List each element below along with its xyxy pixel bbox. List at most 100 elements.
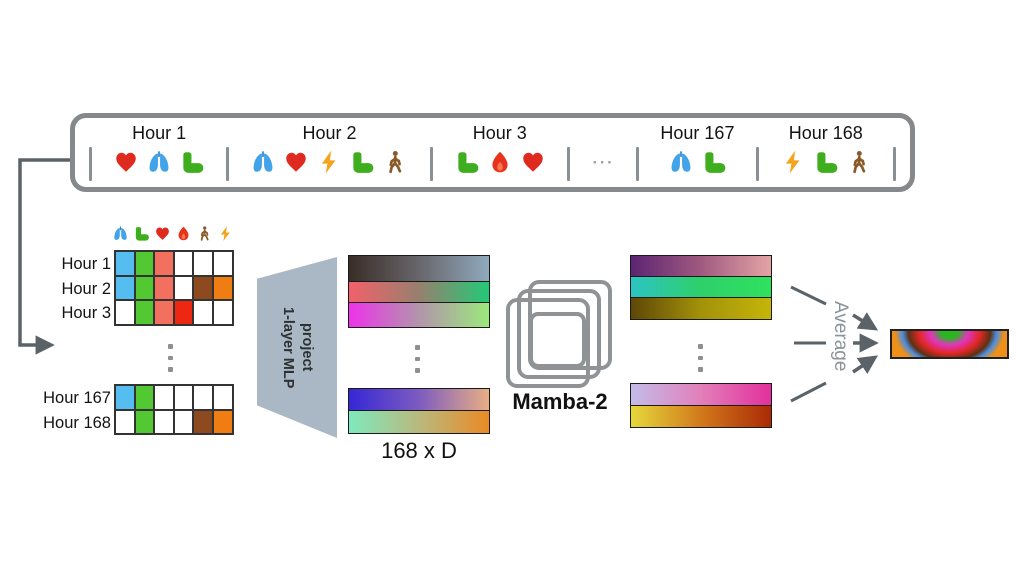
ellipsis-dot bbox=[415, 345, 420, 350]
grid-row-label: Hour 1 bbox=[61, 255, 111, 273]
foot-icon bbox=[817, 152, 838, 173]
heart-icon bbox=[286, 152, 307, 172]
grid-cell-green bbox=[135, 386, 154, 409]
feature-grid-top: Hour 1 Hour 2 Hour 3 bbox=[27, 250, 234, 326]
timeline-hour-label: Hour 168 bbox=[788, 123, 863, 143]
heart-icon bbox=[156, 227, 169, 240]
mamba-output-top-bar-3 bbox=[630, 297, 772, 320]
grid-cell-white bbox=[174, 252, 193, 275]
grid-row-labels: Hour 1 Hour 2 Hour 3 bbox=[27, 250, 114, 326]
timeline-separator bbox=[566, 147, 570, 181]
timeline-group-ellipsis: ⋯ bbox=[591, 122, 615, 185]
mamba-output-ellipsis bbox=[698, 344, 703, 372]
grid-row-label: Hour 168 bbox=[43, 413, 111, 432]
ellipsis-dot bbox=[698, 344, 703, 349]
mamba-output-top-bar-2 bbox=[630, 276, 772, 298]
timeline-icon-row bbox=[780, 145, 872, 179]
projection-top-bar-3 bbox=[348, 302, 490, 328]
lungs-icon bbox=[114, 226, 127, 240]
grid-cell-green bbox=[135, 252, 154, 275]
grid-cell-white bbox=[194, 252, 212, 275]
grid-cell-green bbox=[135, 301, 154, 324]
lungs-icon bbox=[671, 151, 691, 172]
foot-icon bbox=[458, 152, 479, 173]
timeline-separator bbox=[226, 147, 230, 181]
lightning-icon bbox=[220, 226, 230, 241]
lightning-icon bbox=[322, 150, 336, 174]
grid-cell-white bbox=[116, 410, 134, 434]
walker-icon bbox=[853, 151, 866, 174]
grid-cell-white bbox=[155, 410, 173, 434]
grid-cell-red bbox=[174, 301, 193, 324]
grid-cell-white bbox=[174, 386, 193, 409]
grid-cell-orange bbox=[213, 410, 232, 434]
timeline-icon-row bbox=[454, 145, 546, 179]
grid-cell-orange bbox=[213, 276, 232, 300]
mlp-label: 1-layer MLP project bbox=[278, 307, 316, 388]
timeline-icon-row bbox=[250, 145, 408, 179]
average-input-line-1 bbox=[790, 285, 827, 306]
mlp-label-line2: project bbox=[298, 323, 315, 372]
mlp-trapezoid: 1-layer MLP project bbox=[257, 257, 337, 438]
grid-cell-white bbox=[213, 301, 232, 324]
grid-cell-blue bbox=[116, 276, 134, 300]
grid-cell-white bbox=[174, 410, 193, 434]
walker-icon bbox=[200, 226, 209, 241]
grid-cell-green bbox=[135, 410, 154, 434]
grid-cell-blue bbox=[116, 386, 134, 409]
mamba-layer-middle bbox=[517, 289, 601, 379]
timeline-separator bbox=[755, 147, 759, 181]
grid-cell-white bbox=[213, 252, 232, 275]
mlp-label-line1: 1-layer MLP bbox=[280, 306, 296, 389]
heart-icon bbox=[523, 152, 543, 172]
grid-cell-salmon bbox=[155, 276, 173, 300]
timeline-hour-label: Hour 167 bbox=[660, 123, 735, 143]
ellipsis-dot bbox=[168, 355, 173, 360]
timeline-box: Hour 1 Hour 2 Hour 3 ⋯ Hour 167 Hour 168 bbox=[70, 113, 915, 192]
timeline-group-hour-2: Hour 2 bbox=[250, 122, 408, 185]
timeline-separator bbox=[89, 147, 92, 181]
timeline-icon-row bbox=[668, 145, 727, 179]
timeline-icon-row bbox=[113, 145, 205, 179]
mamba-output-bottom-bar-1 bbox=[630, 383, 772, 406]
average-label: Average bbox=[830, 301, 851, 372]
lungs-icon bbox=[149, 151, 169, 172]
timeline-hour-label bbox=[601, 122, 606, 144]
lightning-icon bbox=[785, 150, 800, 174]
grid-cells bbox=[114, 384, 234, 436]
timeline-group-hour-3: Hour 3 bbox=[454, 122, 546, 185]
grid-header-icons bbox=[112, 225, 234, 242]
timeline-icon-row: ⋯ bbox=[591, 145, 615, 179]
fire-icon bbox=[492, 151, 508, 173]
timeline-separator bbox=[892, 147, 896, 181]
grid-cell-salmon bbox=[155, 252, 173, 275]
ellipsis-dot bbox=[415, 368, 420, 373]
average-output-arrow-3 bbox=[852, 355, 879, 375]
mamba-label: Mamba-2 bbox=[512, 389, 608, 414]
projection-ellipsis bbox=[415, 345, 420, 373]
projection-bottom-bar-1 bbox=[348, 388, 490, 411]
grid-cell-white bbox=[213, 386, 232, 409]
grid-row-label: Hour 167 bbox=[43, 389, 111, 407]
timeline-separator bbox=[429, 147, 433, 181]
lungs-icon bbox=[254, 151, 273, 172]
timeline-group-hour-1: Hour 1 bbox=[113, 122, 205, 185]
projection-dim-label: 168 x D bbox=[381, 438, 457, 463]
timeline-to-grid-arrow bbox=[18, 158, 70, 355]
foot-icon bbox=[135, 227, 149, 241]
grid-cell-blue bbox=[116, 252, 134, 275]
ellipsis-dot bbox=[698, 367, 703, 372]
mamba-output-bottom-bar-2 bbox=[630, 405, 772, 428]
grid-row-label: Hour 3 bbox=[61, 304, 111, 323]
ellipsis-dot bbox=[168, 344, 173, 349]
ellipsis-dot bbox=[698, 355, 703, 360]
timeline-hour-label: Hour 1 bbox=[132, 123, 187, 143]
timeline-separator bbox=[636, 147, 640, 181]
grid-cell-brown bbox=[194, 410, 212, 434]
feature-grid-bottom: Hour 167 Hour 168 bbox=[27, 384, 234, 436]
average-output-arrow-1 bbox=[852, 312, 879, 331]
heart-icon bbox=[116, 152, 136, 172]
projection-top-bar-1 bbox=[348, 255, 490, 282]
